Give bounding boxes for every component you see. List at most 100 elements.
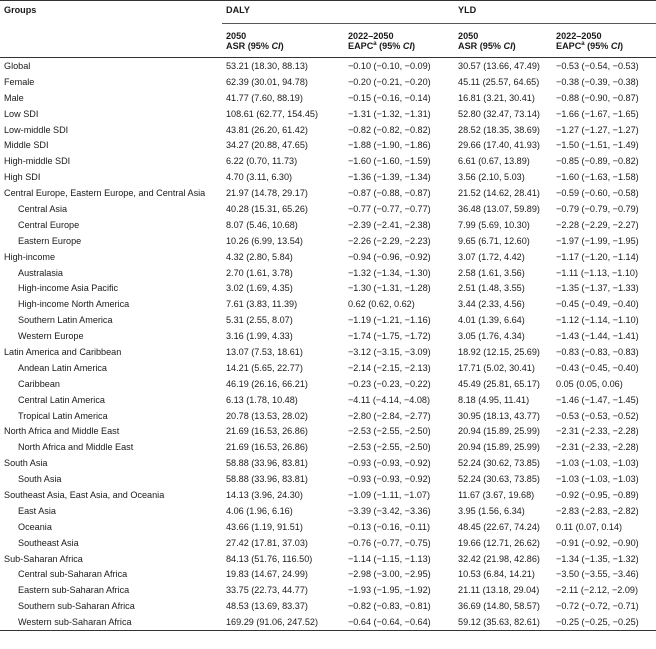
table-row: Caribbean 46.19 (26.16, 66.21) −0.23 (−0.2…	[0, 376, 656, 392]
yld-eapc-cell: −1.03 (−1.03, −1.03)	[556, 474, 639, 485]
ci-text: CI	[610, 40, 621, 51]
yld-asr-cell: 21.52 (14.62, 28.41)	[458, 188, 540, 199]
group-cell: East Asia	[18, 505, 56, 516]
daly-asr-cell: 14.21 (5.65, 22.77)	[226, 362, 303, 373]
yld-asr-cell: 9.65 (6.71, 12.60)	[458, 235, 530, 246]
yld-asr-cell: 20.94 (15.89, 25.99)	[458, 426, 540, 437]
group-cell: Female	[4, 76, 35, 87]
daly-asr-cell: 62.39 (30.01, 94.78)	[226, 76, 308, 87]
ci-text: CI	[271, 40, 281, 51]
yld-header: YLD	[454, 0, 656, 24]
daly-asr-cell: 58.88 (33.96, 83.81)	[226, 458, 308, 469]
yld-eapc-cell: −3.50 (−3.55, −3.46)	[556, 569, 639, 580]
yld-asr-cell: 30.57 (13.66, 47.49)	[458, 60, 540, 71]
yld-asr-cell: 30.95 (18.13, 43.77)	[458, 410, 540, 421]
paren-text: )	[412, 40, 416, 51]
yld-asr-label: ASR (95% CI)	[458, 41, 552, 51]
table-header: Groups DALY YLD 2050 ASR (95% CI) 2022–2…	[0, 0, 656, 58]
yld-asr-cell: 3.56 (2.10, 5.03)	[458, 172, 525, 183]
yld-asr-cell: 20.94 (15.89, 25.99)	[458, 442, 540, 453]
daly-asr-cell: 21.69 (16.53, 26.86)	[226, 426, 308, 437]
group-cell: Eastern Europe	[18, 235, 82, 246]
group-cell: Sub-Saharan Africa	[4, 553, 83, 564]
yld-asr-cell: 36.48 (13.07, 59.89)	[458, 203, 540, 214]
ci-text: CI	[503, 40, 513, 51]
yld-range: 2022–2050	[556, 30, 602, 41]
group-cell: Low SDI	[4, 108, 39, 119]
eapc-footnote-marker: a	[581, 40, 585, 47]
yld-asr-cell: 36.69 (14.80, 58.57)	[458, 601, 540, 612]
yld-eapc-cell: 0.11 (0.07, 0.14)	[556, 521, 623, 532]
yld-eapc-cell: −0.88 (−0.90, −0.87)	[556, 92, 639, 103]
yld-eapc-cell: 0.05 (0.05, 0.06)	[556, 378, 623, 389]
yld-year: 2050	[458, 30, 479, 41]
daly-eapc-cell: −0.20 (−0.21, −0.20)	[348, 76, 431, 87]
daly-asr-cell: 169.29 (91.06, 247.52)	[222, 614, 344, 632]
yld-eapc-cell: −0.59 (−0.60, −0.58)	[556, 188, 639, 199]
table-row: Central Latin America 6.13 (1.78, 10.48) −…	[0, 392, 656, 408]
daly-eapc-cell: −0.93 (−0.93, −0.92)	[348, 458, 431, 469]
yld-asr-cell: 2.58 (1.61, 3.56)	[458, 267, 525, 278]
group-cell: High-income	[4, 251, 56, 262]
table-row: Southeast Asia, East Asia, and Oceania 14…	[0, 487, 656, 503]
daly-asr-cell: 13.07 (7.53, 18.61)	[226, 346, 303, 357]
yld-eapc-cell: −0.53 (−0.54, −0.53)	[556, 60, 639, 71]
group-cell: Central Latin America	[18, 394, 105, 405]
group-cell: Caribbean	[18, 378, 60, 389]
daly-asr-cell: 46.19 (26.16, 66.21)	[226, 378, 308, 389]
group-cell: North Africa and Middle East	[4, 426, 120, 437]
yld-eapc-header: 2022–2050 EAPCa (95% CI)	[552, 23, 656, 58]
eapc-text: EAPC	[348, 40, 374, 51]
yld-eapc-cell: −0.91 (−0.92, −0.90)	[556, 537, 639, 548]
table-row: Western Europe 3.16 (1.99, 4.33) −1.74 (−1…	[0, 328, 656, 344]
asr-text: ASR (95%	[226, 40, 272, 51]
paren-text: )	[512, 40, 516, 51]
daly-asr-cell: 108.61 (62.77, 154.45)	[226, 108, 319, 119]
table-row: Central Asia 40.28 (15.31, 65.26) −0.77 (−…	[0, 201, 656, 217]
yld-eapc-cell: −1.46 (−1.47, −1.45)	[556, 394, 639, 405]
group-cell: Central Asia	[18, 203, 68, 214]
daly-eapc-cell: −0.82 (−0.82, −0.82)	[348, 124, 431, 135]
daly-asr-cell: 33.75 (22.73, 44.77)	[226, 585, 308, 596]
daly-asr-cell: 41.77 (7.60, 88.19)	[226, 92, 303, 103]
group-cell: Western Europe	[18, 331, 84, 342]
group-cell: South Asia	[18, 474, 62, 485]
daly-asr-cell: 6.22 (0.70, 11.73)	[226, 156, 298, 167]
yld-asr-cell: 4.01 (1.39, 6.64)	[458, 315, 525, 326]
yld-eapc-cell: −0.25 (−0.25, −0.25)	[552, 614, 656, 632]
daly-eapc-cell: −2.14 (−2.15, −2.13)	[348, 362, 431, 373]
yld-eapc-cell: −1.35 (−1.37, −1.33)	[556, 283, 639, 294]
daly-asr-cell: 43.66 (1.19, 91.51)	[226, 521, 303, 532]
daly-eapc-cell: −1.31 (−1.32, −1.31)	[348, 108, 431, 119]
table-row: Sub-Saharan Africa 84.13 (51.76, 116.50) −…	[0, 551, 656, 567]
groups-subheader-blank	[0, 23, 222, 58]
yld-asr-cell: 2.51 (1.48, 3.55)	[458, 283, 525, 294]
daly-asr-cell: 27.42 (17.81, 37.03)	[226, 537, 308, 548]
table-row: Low-middle SDI 43.81 (26.20, 61.42) −0.82 …	[0, 122, 656, 138]
table-row: Western sub-Saharan Africa 169.29 (91.06,…	[0, 614, 656, 632]
daly-eapc-cell: −2.26 (−2.29, −2.23)	[348, 235, 431, 246]
yld-eapc-cell: −2.31 (−2.33, −2.28)	[556, 442, 639, 453]
table-row: South Asia 58.88 (33.96, 83.81) −0.93 (−0.…	[0, 471, 656, 487]
table-row: Latin America and Caribbean 13.07 (7.53, …	[0, 344, 656, 360]
daly-eapc-cell: −4.11 (−4.14, −4.08)	[348, 394, 430, 405]
results-table: Groups DALY YLD 2050 ASR (95% CI) 2022–2…	[0, 0, 656, 632]
group-cell: High-income North America	[18, 299, 130, 310]
yld-asr-cell: 21.11 (13.18, 29.04)	[458, 585, 540, 596]
group-cell: High SDI	[4, 172, 41, 183]
daly-header: DALY	[222, 0, 455, 24]
daly-asr-cell: 84.13 (51.76, 116.50)	[226, 553, 313, 564]
yld-eapc-cell: −1.60 (−1.63, −1.58)	[556, 172, 639, 183]
yld-asr-cell: 17.71 (5.02, 30.41)	[458, 362, 535, 373]
group-cell: Central Europe, Eastern Europe, and Cent…	[4, 188, 206, 199]
yld-eapc-cell: −2.11 (−2.12, −2.09)	[556, 585, 639, 596]
paren-text: )	[620, 40, 624, 51]
table-row: Australasia 2.70 (1.61, 3.78) −1.32 (−1.34…	[0, 265, 656, 281]
yld-asr-cell: 3.07 (1.72, 4.42)	[458, 251, 525, 262]
table-row: Male 41.77 (7.60, 88.19) −0.15 (−0.16, −0.…	[0, 90, 656, 106]
yld-asr-cell: 48.45 (22.67, 74.24)	[458, 521, 540, 532]
yld-asr-cell: 11.67 (3.67, 19.68)	[458, 489, 535, 500]
yld-eapc-label: EAPCa (95% CI)	[556, 40, 656, 51]
daly-eapc-cell: −0.76 (−0.77, −0.75)	[348, 537, 431, 548]
